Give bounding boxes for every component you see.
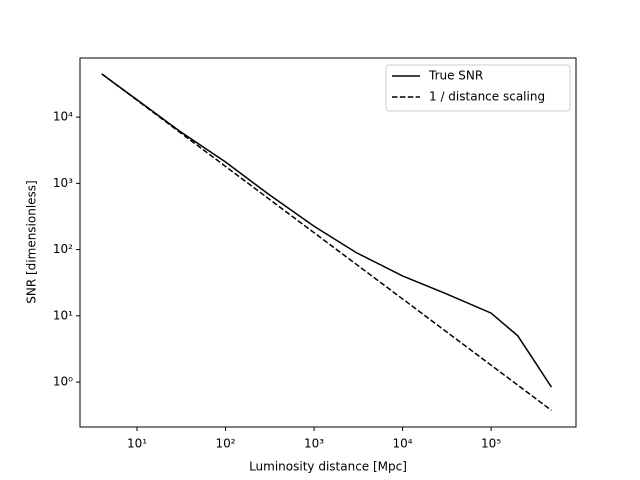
x-tick-label: 10⁴: [393, 437, 413, 451]
series-line: [101, 73, 553, 388]
x-tick-label: 10¹: [127, 437, 147, 451]
y-tick-label: 10⁰: [53, 375, 73, 389]
x-tick-label: 10²: [215, 437, 235, 451]
y-tick-label: 10²: [53, 242, 73, 256]
x-tick-label: 10⁵: [481, 437, 501, 451]
x-tick-label: 10³: [304, 437, 324, 451]
y-tick-label: 10¹: [53, 308, 73, 322]
legend-label: 1 / distance scaling: [429, 90, 545, 104]
x-axis-label: Luminosity distance [Mpc]: [249, 460, 407, 474]
legend-box: [385, 64, 571, 112]
y-tick-label: 10⁴: [53, 110, 73, 124]
y-tick-label: 10³: [53, 176, 73, 190]
series-line: [101, 73, 552, 411]
legend-label: True SNR: [428, 69, 483, 83]
y-axis-label: SNR [dimensionless]: [25, 180, 39, 304]
plot-frame: [79, 57, 577, 428]
